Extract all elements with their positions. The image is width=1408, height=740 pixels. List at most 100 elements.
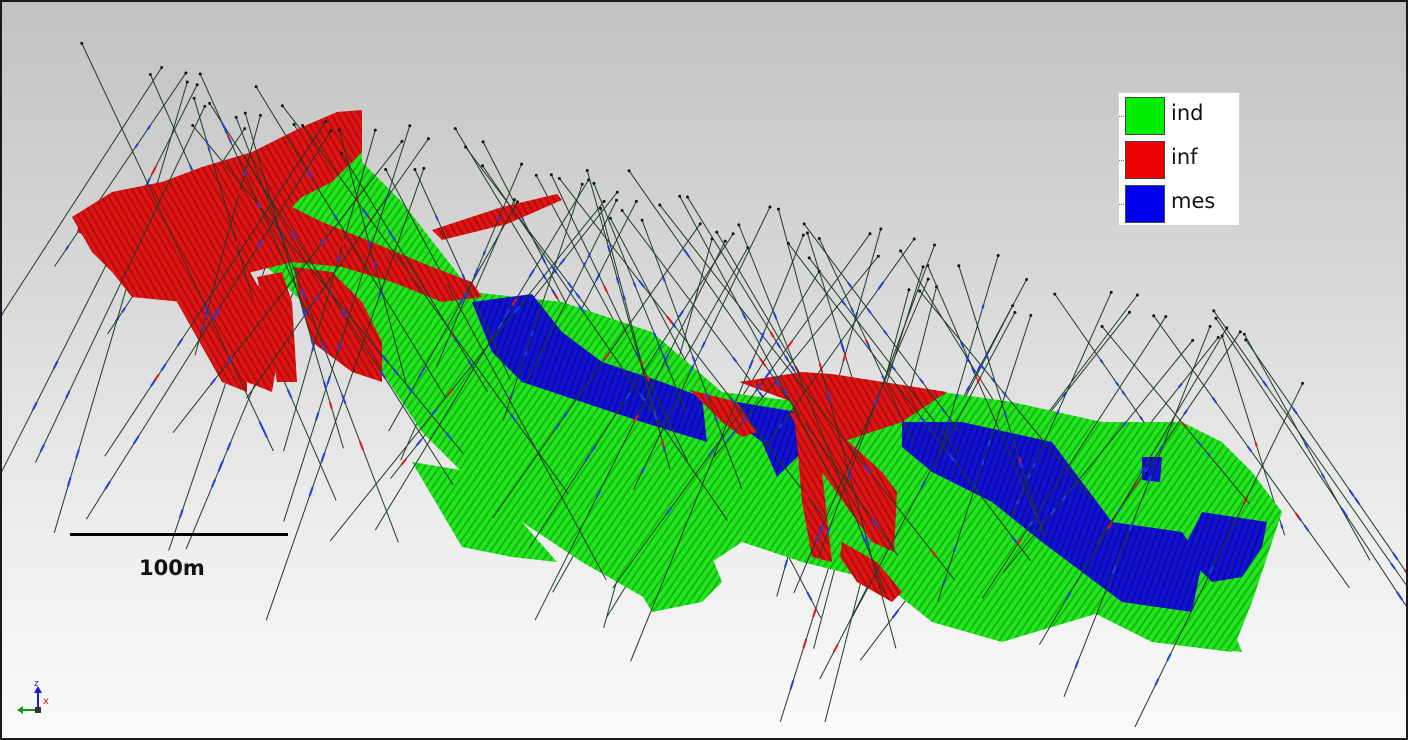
drillhole-collar [592,181,596,185]
drillhole-collar [685,195,689,199]
drillhole-collar [807,256,811,260]
drillhole-trace [81,43,274,452]
drillhole-sample [542,273,547,280]
drillhole-sample [971,367,976,374]
drillhole-sample [554,423,561,431]
drillhole-trace [958,265,1045,540]
drillhole-trace [388,201,518,432]
legend-label-ind: ind [1171,101,1204,125]
drillhole-sample [509,413,517,423]
drillhole-trace [492,223,701,519]
drillhole-collar [868,232,872,236]
drillhole-collar [373,128,377,132]
drillhole-collar [422,166,426,170]
drillhole-collar [912,237,916,241]
drillhole-sample [701,341,706,348]
drillhole-collar [301,124,305,128]
drillhole-sample [446,388,454,397]
drillhole-collar [243,127,247,131]
drillhole-collar [1152,314,1156,318]
drillhole-sample [1254,441,1258,447]
drillhole-sample [221,122,226,129]
drillholes-foreground [2,41,1406,728]
drillhole-sample [460,296,465,303]
drillhole-sample [75,449,80,459]
drillhole-trace [341,152,488,392]
drillhole-sample [604,352,610,360]
drillhole-sample [578,304,585,314]
axis-x-label: x [43,696,49,707]
drillhole-sample [511,297,518,306]
drillhole-collar [817,236,821,240]
drillhole-sample [367,240,371,247]
drillhole-sample [705,392,710,400]
drillhole-sample [1099,359,1104,364]
drillhole-collar [627,169,631,173]
drillhole-sample [258,421,265,431]
legend-label-mes: mes [1171,189,1216,213]
drillhole-sample [1117,506,1123,512]
drillhole-sample [653,332,657,338]
drillhole-collar [926,277,930,281]
drillhole-sample [1177,382,1183,389]
drillhole-collar [615,190,619,194]
drillhole-sample [496,321,503,330]
drillhole-sample [990,377,996,383]
drillhole-sample [826,527,831,535]
drillhole-sample [639,393,646,402]
drillhole-collar [324,120,328,124]
drillhole-collar [634,199,638,203]
drillhole-sample [871,518,879,528]
legend-connector [1119,204,1124,205]
drillhole-sample [306,170,312,178]
drillhole-collar [208,101,212,105]
drillhole-sample [315,411,320,421]
drillhole-sample [176,338,183,347]
drillhole-collar [620,209,624,213]
drillhole-trace [1101,326,1250,505]
drillhole-collar [520,162,524,166]
drillhole-collar [557,176,561,180]
drillhole-sample [358,440,364,451]
drillhole-trace [738,224,887,594]
drillhole-collar [1025,278,1029,282]
drillhole-sample [575,292,581,299]
orebody-red-block [739,372,947,562]
drillhole-sample [689,365,695,372]
drillhole-collar [481,164,485,168]
drillhole-sample [145,177,151,187]
drillhole-sample [947,418,951,424]
drillhole-sample [1303,524,1310,532]
drillhole-sample [256,239,264,249]
drillhole-sample [584,454,591,462]
drillhole-sample [310,338,315,346]
drillhole-sample [748,359,754,369]
drillhole-sample [615,276,620,284]
drillhole-sample [160,363,167,372]
drillhole-sample [1197,441,1202,447]
drillhole-sample [632,282,637,288]
drillhole-sample [204,312,208,318]
drillhole-sample [1211,396,1218,404]
drillhole-sample [132,435,140,445]
drillhole-sample [960,341,965,349]
drillhole-trace [246,138,429,399]
drillhole-collar [921,265,925,269]
drillhole-sample [776,342,781,349]
drillhole-sample [362,208,370,218]
drillhole-collar [698,222,702,226]
drillhole-sample [731,429,737,436]
legend-swatch-ind [1125,97,1165,135]
drillhole-trace [534,240,726,621]
drillhole-collar [802,222,806,226]
drillhole-sample [146,124,152,130]
drillhole-sample [783,389,789,397]
drillhole-sample [400,458,407,466]
drillhole-collar [400,139,404,143]
drillhole-sample [52,360,59,370]
drillhole-sample [665,364,670,370]
drillhole-sample [595,489,602,498]
drillhole-sample [1121,390,1126,396]
